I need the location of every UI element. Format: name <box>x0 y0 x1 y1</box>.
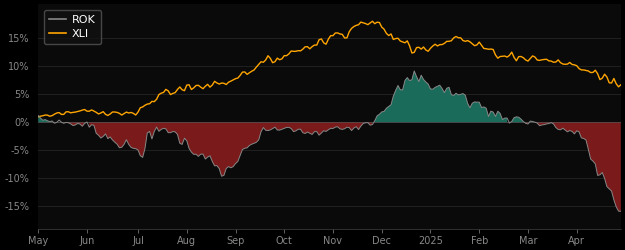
ROK <box>617 210 624 213</box>
Legend: ROK, XLI: ROK, XLI <box>44 10 101 44</box>
ROK <box>406 79 413 82</box>
ROK <box>606 188 613 190</box>
XLI <box>46 115 54 118</box>
ROK <box>46 120 54 123</box>
XLI <box>445 40 452 43</box>
XLI <box>34 115 42 118</box>
ROK <box>499 118 506 121</box>
ROK <box>34 114 42 117</box>
XLI <box>617 83 624 86</box>
Line: XLI: XLI <box>38 21 621 117</box>
ROK <box>209 160 216 163</box>
ROK <box>411 70 418 72</box>
ROK <box>445 86 452 89</box>
Line: ROK: ROK <box>38 71 621 211</box>
XLI <box>606 81 613 84</box>
XLI <box>369 20 376 23</box>
XLI <box>408 52 416 54</box>
XLI <box>209 84 216 86</box>
XLI <box>499 55 506 58</box>
